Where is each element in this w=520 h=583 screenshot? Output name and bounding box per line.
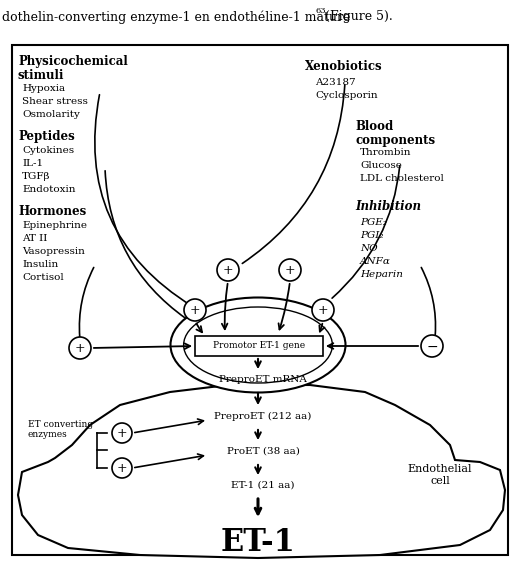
Circle shape <box>112 423 132 443</box>
Text: +: + <box>116 427 127 440</box>
Text: (Figure 5).: (Figure 5). <box>321 10 393 23</box>
Text: Inhibition: Inhibition <box>355 200 421 213</box>
Text: Glucose: Glucose <box>360 161 402 170</box>
Text: TGFβ: TGFβ <box>22 172 50 181</box>
Circle shape <box>312 299 334 321</box>
Circle shape <box>112 458 132 478</box>
Text: PreproET mRNA: PreproET mRNA <box>219 375 307 384</box>
Text: Blood
components: Blood components <box>355 120 435 147</box>
Text: NO: NO <box>360 244 378 253</box>
Text: +: + <box>318 304 328 317</box>
Text: +: + <box>116 462 127 475</box>
Text: ET-1 (21 aa): ET-1 (21 aa) <box>231 481 295 490</box>
Text: Cyclosporin: Cyclosporin <box>315 91 378 100</box>
Circle shape <box>69 337 91 359</box>
Text: Physicochemical
stimuli: Physicochemical stimuli <box>18 55 128 82</box>
Text: Promotor ET-1 gene: Promotor ET-1 gene <box>213 342 305 350</box>
Text: Heparin: Heparin <box>360 270 403 279</box>
Text: Hypoxia: Hypoxia <box>22 84 65 93</box>
Text: AT II: AT II <box>22 234 47 243</box>
Text: PGE₂: PGE₂ <box>360 218 387 227</box>
Text: Thrombin: Thrombin <box>360 148 411 157</box>
Text: Osmolarity: Osmolarity <box>22 110 80 119</box>
Text: Insulin: Insulin <box>22 260 58 269</box>
Text: ET-1: ET-1 <box>220 527 295 558</box>
Text: Cytokines: Cytokines <box>22 146 74 155</box>
Text: Cortisol: Cortisol <box>22 273 64 282</box>
Text: Shear stress: Shear stress <box>22 97 88 106</box>
Text: Xenobiotics: Xenobiotics <box>305 60 383 73</box>
Text: PGI₂: PGI₂ <box>360 231 384 240</box>
Text: Endothelial
cell: Endothelial cell <box>408 464 472 486</box>
Text: +: + <box>75 342 85 355</box>
Text: PreproET (212 aa): PreproET (212 aa) <box>214 412 311 421</box>
Bar <box>12 45 508 555</box>
Text: Peptides: Peptides <box>18 130 75 143</box>
Text: dothelin-converting enzyme-1 en endothéline-1 mature: dothelin-converting enzyme-1 en endothél… <box>2 10 350 23</box>
Text: Vasopressin: Vasopressin <box>22 247 85 256</box>
Text: ANFα: ANFα <box>360 257 391 266</box>
PathPatch shape <box>18 385 505 558</box>
Text: LDL cholesterol: LDL cholesterol <box>360 174 444 183</box>
Text: IL-1: IL-1 <box>22 159 43 168</box>
Text: A23187: A23187 <box>315 78 356 87</box>
Text: ProET (38 aa): ProET (38 aa) <box>227 447 300 456</box>
Text: ET converting
enzymes: ET converting enzymes <box>28 420 93 440</box>
Circle shape <box>421 335 443 357</box>
Text: Hormones: Hormones <box>18 205 86 218</box>
Circle shape <box>184 299 206 321</box>
Text: +: + <box>223 264 233 277</box>
Text: 63: 63 <box>316 7 327 15</box>
Text: −: − <box>426 339 438 353</box>
Text: Endotoxin: Endotoxin <box>22 185 75 194</box>
Circle shape <box>217 259 239 281</box>
Ellipse shape <box>184 307 332 383</box>
Text: Epinephrine: Epinephrine <box>22 221 87 230</box>
Ellipse shape <box>171 297 345 392</box>
Circle shape <box>279 259 301 281</box>
Bar <box>195 336 323 356</box>
Text: +: + <box>284 264 295 277</box>
Text: +: + <box>190 304 200 317</box>
